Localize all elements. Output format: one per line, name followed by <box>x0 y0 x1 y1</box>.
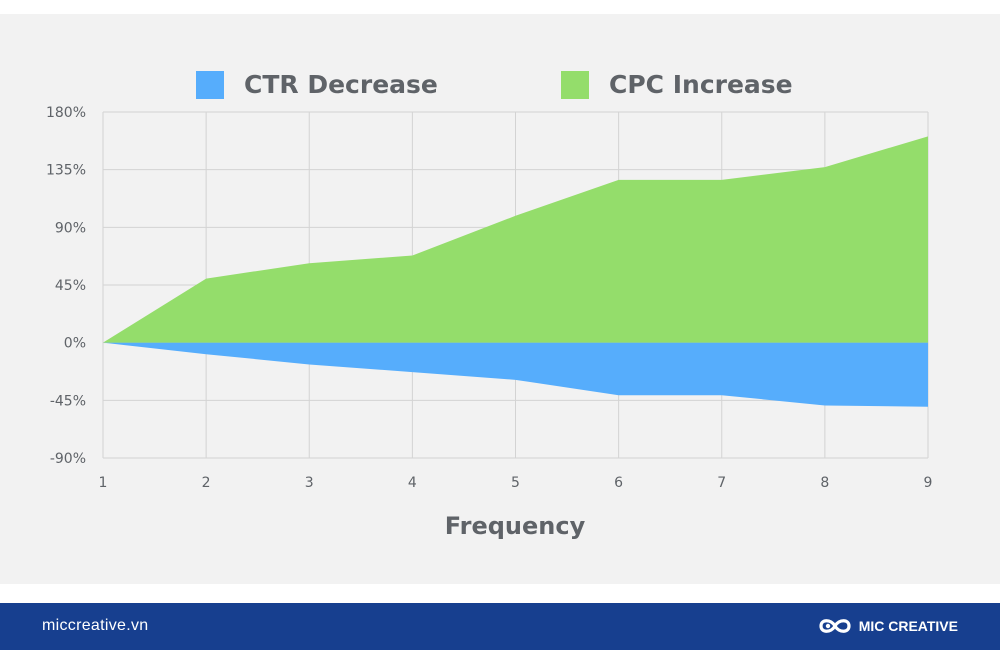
legend-item-cpc-increase: CPC Increase <box>561 70 793 99</box>
footer-brand-name: MIC CREATIVE <box>858 618 958 634</box>
footer-bar: miccreative.vn MIC CREATIVE <box>0 603 1000 650</box>
x-tick-label: 3 <box>305 475 314 491</box>
legend-swatch-cpc-increase <box>561 70 589 99</box>
y-tick-label: 90% <box>55 220 86 236</box>
area-chart: 180% 135% 90% 45% 0% -45% -90% 1 2 3 4 5 6 7 8 9 Frequ… <box>46 105 933 540</box>
y-tick-label: -45% <box>50 393 86 409</box>
y-axis-ticks: 180% 135% 90% 45% 0% -45% -90% <box>46 105 86 467</box>
area-cpc-increase <box>103 136 928 343</box>
chart-legend: CTR Decrease CPC Increase <box>0 60 1000 116</box>
x-tick-label: 2 <box>202 475 211 491</box>
x-axis-ticks: 1 2 3 4 5 6 7 8 9 <box>99 475 933 491</box>
x-tick-label: 6 <box>614 475 623 491</box>
y-tick-label: -90% <box>50 451 86 467</box>
y-tick-label: 45% <box>55 278 86 294</box>
x-tick-label: 7 <box>717 475 726 491</box>
legend-swatch-ctr-decrease <box>196 70 224 99</box>
x-axis-title: Frequency <box>445 512 586 540</box>
y-tick-label: 0% <box>64 336 86 352</box>
footer-brand: MIC CREATIVE <box>817 615 958 637</box>
footer-website-link[interactable]: miccreative.vn <box>42 617 149 634</box>
area-ctr-decrease <box>103 342 928 407</box>
x-tick-label: 1 <box>99 475 108 491</box>
x-tick-label: 8 <box>820 475 829 491</box>
legend-label-ctr-decrease: CTR Decrease <box>244 70 438 99</box>
x-tick-label: 4 <box>408 475 417 491</box>
y-tick-label: 135% <box>46 163 86 179</box>
y-tick-label: 180% <box>46 105 86 121</box>
legend-label-cpc-increase: CPC Increase <box>609 70 793 99</box>
chart-panel: CTR Decrease CPC Increase 180% 135% 90% 45%… <box>0 14 1000 584</box>
x-tick-label: 9 <box>924 475 933 491</box>
legend-item-ctr-decrease: CTR Decrease <box>196 70 438 99</box>
x-tick-label: 5 <box>511 475 520 491</box>
chart-areas <box>103 136 928 407</box>
infinity-logo-icon <box>819 619 851 633</box>
